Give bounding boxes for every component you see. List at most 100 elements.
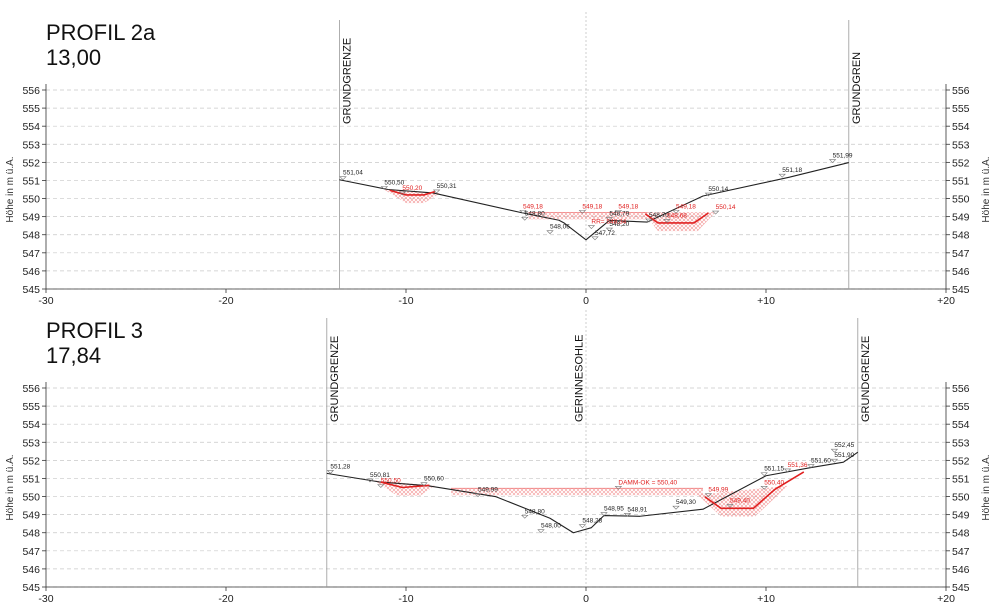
height-marker-icon: [711, 210, 720, 215]
y-tick-label-left: 552: [22, 455, 40, 467]
height-marker-icon: [366, 478, 374, 483]
y-tick-label-left: 548: [22, 230, 40, 242]
y-tick-label-left: 546: [22, 564, 40, 576]
y-tick-label-left: 556: [22, 85, 40, 97]
y-tick-label-right: 556: [952, 383, 970, 395]
y-tick-label-right: 556: [952, 85, 970, 97]
x-tick-label: -30: [38, 593, 53, 604]
height-marker-icon: [726, 504, 734, 508]
y-axis-title-right: Höhe in m ü.A.: [981, 454, 991, 520]
height-label: 550,14: [708, 186, 728, 193]
y-axis-title-left: Höhe in m ü.A.: [5, 156, 16, 222]
height-label: 551,60: [811, 458, 831, 465]
height-label: 548,95: [604, 506, 624, 513]
x-tick-label: 0: [583, 295, 589, 307]
height-label: 548,20: [609, 221, 629, 228]
x-tick-label: +20: [937, 593, 955, 604]
y-tick-label-right: 550: [952, 194, 970, 206]
y-tick-label-right: 548: [952, 528, 970, 540]
height-label: 548,06: [550, 224, 570, 231]
height-marker-icon: [672, 505, 680, 510]
height-marker-icon: [474, 493, 482, 498]
y-tick-label-right: 551: [952, 473, 970, 485]
vertical-marker-label: GRUNDGREN: [851, 52, 863, 124]
height-label: 551,15: [764, 466, 784, 473]
hatched-fill-area: [643, 212, 716, 232]
design-profile-line: [389, 189, 436, 196]
vertical-marker-label: GERINNESOHLE: [574, 335, 586, 422]
y-tick-label-left: 546: [22, 266, 40, 278]
y-tick-label-right: 552: [952, 455, 970, 467]
y-tick-label-left: 550: [22, 492, 40, 504]
height-label: 548,79: [609, 210, 629, 217]
y-tick-label-left: 551: [22, 175, 40, 187]
height-marker-icon: [672, 210, 680, 214]
y-tick-label-right: 549: [952, 212, 970, 224]
height-label: 549,18: [582, 203, 602, 210]
x-tick-label: -10: [398, 593, 413, 604]
height-marker-icon: [420, 482, 428, 487]
x-tick-label: +20: [937, 295, 955, 307]
height-label: 548,00: [541, 523, 561, 530]
x-tick-label: -10: [398, 295, 413, 307]
y-tick-label-left: 550: [22, 194, 40, 206]
hatched-fill-area: [697, 485, 788, 517]
height-marker-icon: [546, 230, 554, 235]
y-tick-label-left: 554: [22, 121, 40, 133]
height-label: 551,18: [782, 167, 802, 174]
height-marker-icon: [600, 512, 608, 516]
height-marker-icon: [605, 227, 614, 232]
height-label: 548,70: [649, 212, 669, 219]
y-tick-label-left: 554: [22, 419, 40, 431]
height-label: 551,04: [343, 170, 363, 177]
hatched-water-band: [451, 488, 703, 496]
vertical-marker-label: GRUNDGRENZE: [860, 336, 872, 422]
height-marker-icon: [830, 458, 839, 463]
y-tick-label-right: 549: [952, 510, 970, 522]
y-tick-label-right: 553: [952, 437, 970, 449]
height-marker-icon: [537, 529, 545, 534]
x-tick-label: -30: [38, 295, 53, 307]
profile-title: PROFIL 2a: [46, 20, 156, 45]
y-tick-label-right: 555: [952, 401, 970, 413]
height-marker-icon: [377, 484, 385, 488]
y-tick-label-right: 547: [952, 546, 970, 558]
height-label: 550,81: [370, 472, 390, 479]
y-tick-label-left: 549: [22, 510, 40, 522]
height-label: 550,50: [381, 478, 401, 485]
height-marker-icon: [521, 514, 529, 519]
height-label: 549,30: [676, 499, 696, 506]
height-label: 550,60: [424, 476, 444, 483]
height-marker-icon: [432, 189, 441, 194]
x-tick-label: +10: [757, 593, 775, 604]
height-label: 549,18: [676, 203, 696, 210]
y-tick-label-right: 546: [952, 266, 970, 278]
profile-station: 17,84: [46, 343, 101, 368]
y-tick-label-left: 553: [22, 139, 40, 151]
height-label: 552,45: [834, 442, 854, 449]
height-marker-icon: [760, 472, 768, 477]
y-tick-label-left: 555: [22, 103, 40, 115]
height-label: 549,99: [478, 487, 498, 494]
height-label: 549,18: [618, 203, 638, 210]
y-tick-label-left: 552: [22, 157, 40, 169]
y-tick-label-left: 555: [22, 401, 40, 413]
height-marker-icon: [519, 210, 527, 214]
y-tick-label-left: 547: [22, 248, 40, 260]
y-axis-title-right: Höhe in m ü.A.: [981, 156, 991, 222]
height-marker-icon: [614, 486, 623, 490]
height-marker-icon: [830, 448, 839, 453]
y-tick-label-left: 545: [22, 284, 40, 296]
height-label: 550,40: [764, 479, 784, 486]
height-marker-icon: [614, 210, 623, 214]
height-label: 550,50: [384, 180, 404, 187]
height-marker-icon: [828, 159, 837, 163]
terrain-profile-line: [339, 162, 849, 241]
height-label: 548,91: [627, 506, 647, 513]
height-label: 547,72: [595, 230, 615, 237]
height-marker-icon: [326, 470, 335, 474]
profile-3-panel: PROFIL 317,84 545 545 546 546 547 547 548 548 549…: [5, 310, 991, 604]
height-label: 548,80: [525, 508, 545, 515]
